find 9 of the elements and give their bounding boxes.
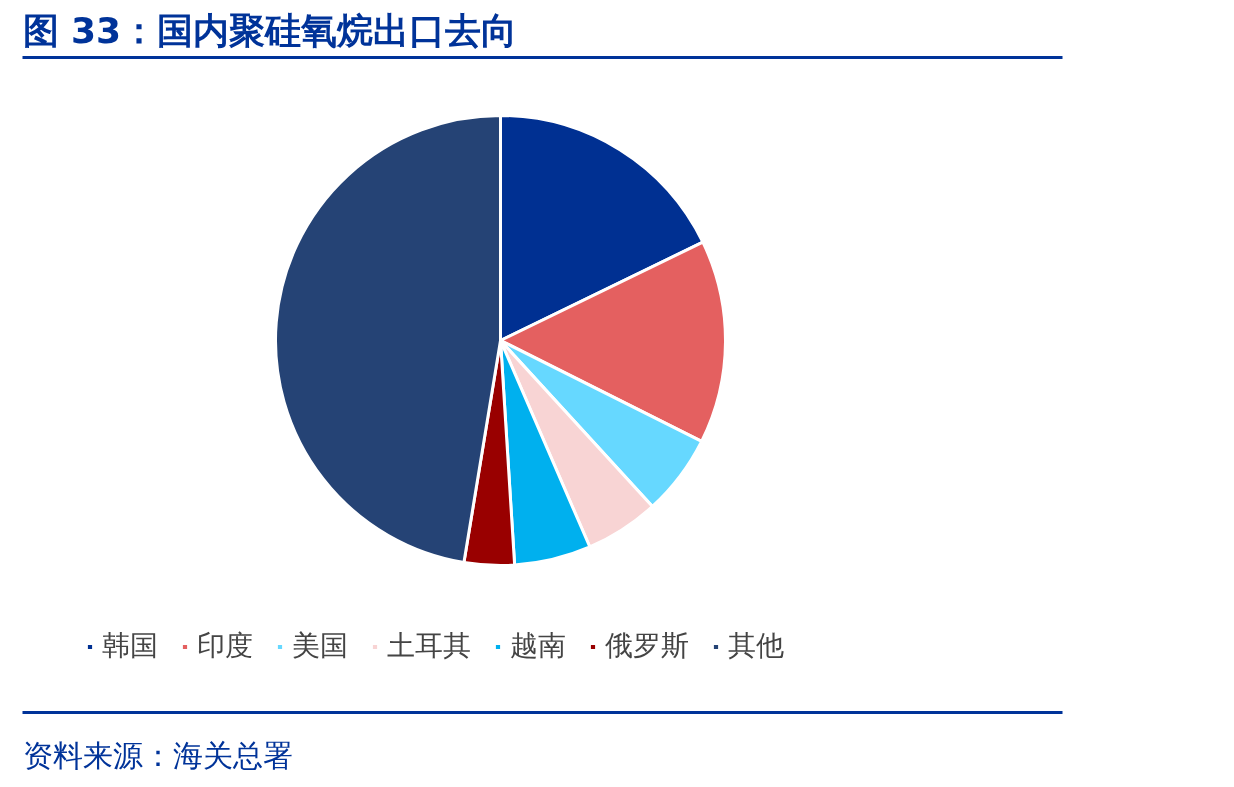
legend-label: 美国 <box>292 628 348 664</box>
legend-label: 越南 <box>510 628 566 664</box>
chart-title: 图 33：国内聚硅氧烷出口去向 <box>22 10 518 51</box>
text: 资料来源：海关总署 <box>22 738 293 773</box>
legend-label: 俄罗斯 <box>605 628 689 664</box>
legend-label: 其他 <box>728 628 784 664</box>
legend-label: 韩国 <box>102 628 158 664</box>
legend-label: 土耳其 <box>387 628 471 664</box>
legend-label: 印度 <box>197 628 253 664</box>
